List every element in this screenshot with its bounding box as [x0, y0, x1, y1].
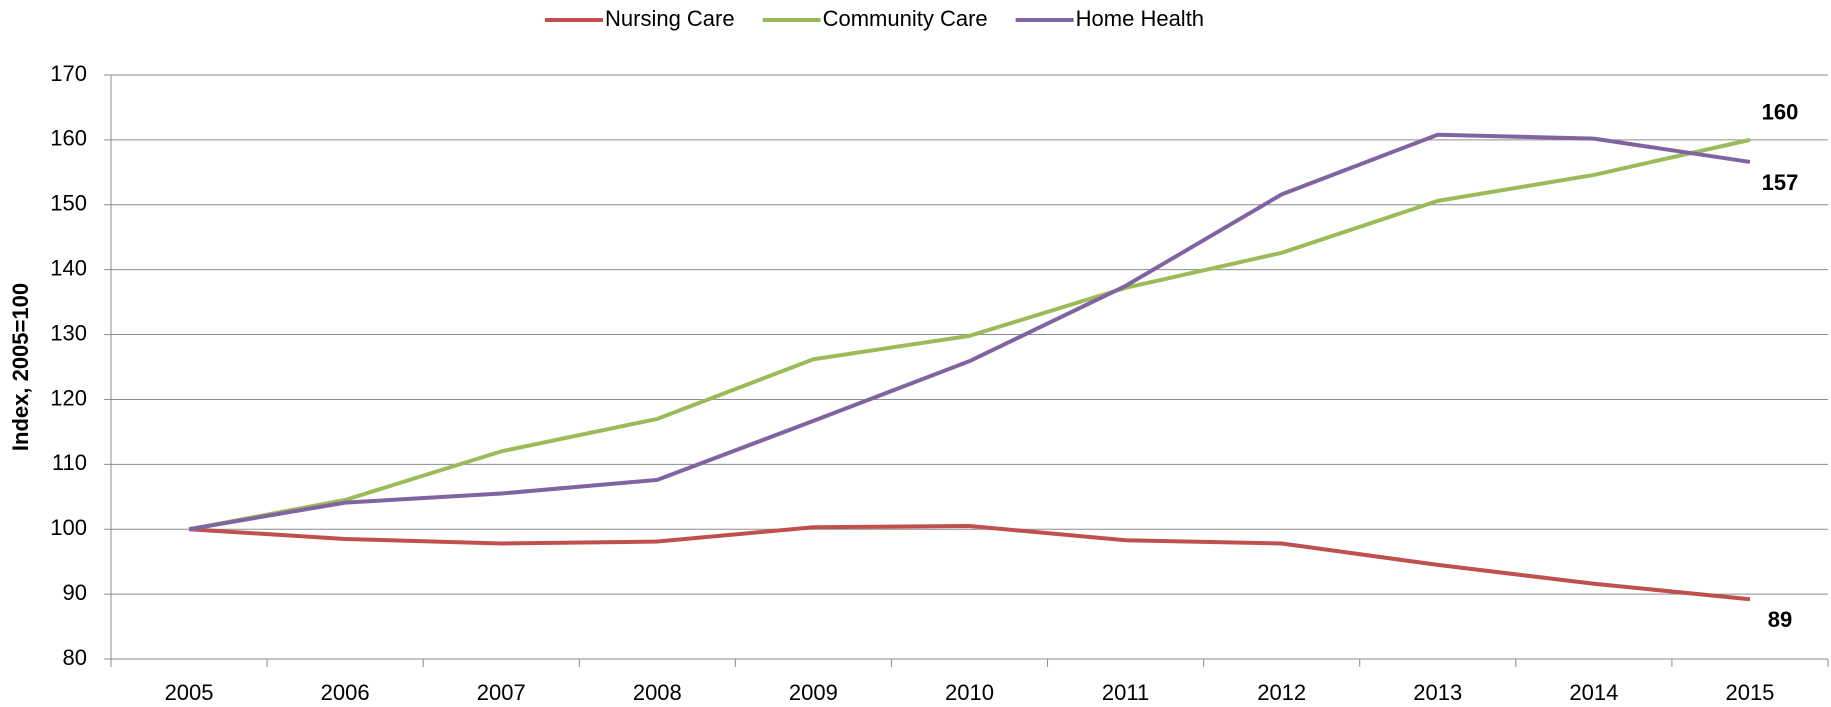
data-label: 160 — [1762, 100, 1799, 125]
y-tick-label: 100 — [50, 515, 87, 540]
y-tick-label: 160 — [50, 126, 87, 151]
x-tick-label: 2011 — [1102, 680, 1149, 705]
x-tick-label: 2013 — [1413, 680, 1462, 705]
y-tick-label: 150 — [50, 191, 87, 216]
y-tick-label: 90 — [63, 580, 87, 605]
x-tick-label: 2012 — [1257, 680, 1306, 705]
data-label: 157 — [1762, 170, 1799, 195]
y-tick-label: 140 — [50, 255, 87, 280]
series-line — [188, 137, 1751, 532]
legend-label: Home Health — [1076, 6, 1204, 31]
x-tick-label: 2009 — [789, 680, 838, 705]
x-tick-label: 2006 — [321, 680, 370, 705]
series-line — [188, 132, 1751, 532]
y-tick-label: 110 — [52, 450, 87, 475]
data-label: 89 — [1768, 607, 1792, 632]
x-tick-label: 2015 — [1725, 680, 1774, 705]
series-line — [188, 523, 1751, 602]
y-axis-title: Index, 2005=100 — [8, 283, 33, 451]
x-tick-label: 2010 — [945, 680, 994, 705]
x-tick-label: 2014 — [1569, 680, 1618, 705]
y-tick-label: 130 — [50, 320, 87, 345]
x-tick-label: 2007 — [477, 680, 526, 705]
legend-label: Community Care — [823, 6, 988, 31]
y-tick-label: 170 — [50, 61, 87, 86]
x-tick-label: 2005 — [165, 680, 214, 705]
y-tick-label: 120 — [50, 385, 87, 410]
y-tick-label: 80 — [63, 645, 87, 670]
x-tick-label: 2008 — [633, 680, 682, 705]
legend-label: Nursing Care — [605, 6, 735, 31]
